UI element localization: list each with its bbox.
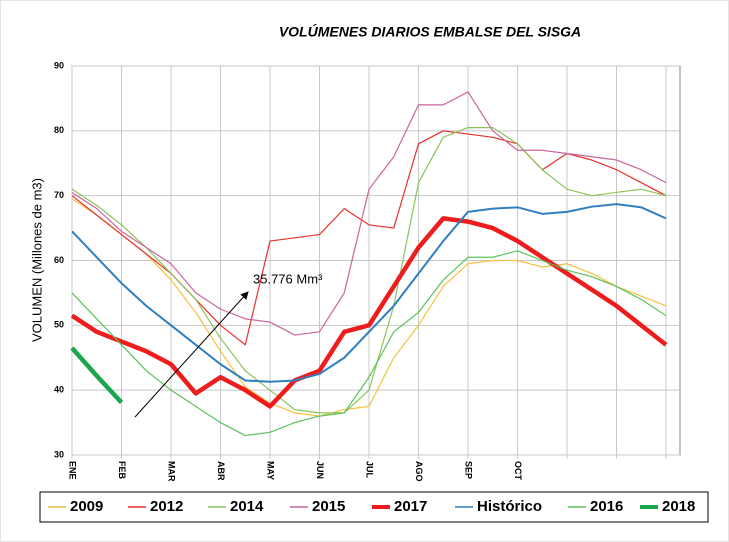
chart-title: VOLÚMENES DIARIOS EMBALSE DEL SISGA bbox=[279, 23, 581, 40]
series-line bbox=[71, 91, 667, 336]
series-line bbox=[71, 250, 667, 437]
y-tick-label: 70 bbox=[54, 190, 64, 200]
y-tick-label: 30 bbox=[54, 449, 64, 459]
legend-label: 2016 bbox=[590, 498, 623, 515]
legend-label: 2018 bbox=[662, 498, 695, 515]
legend-label: 2015 bbox=[312, 498, 345, 515]
y-tick-label: 90 bbox=[54, 60, 64, 70]
x-tick-label: MAR bbox=[167, 461, 177, 482]
series-line bbox=[71, 126, 667, 414]
legend-label: 2012 bbox=[150, 498, 183, 515]
legend-label: 2017 bbox=[394, 498, 427, 515]
x-tick-label: JUN bbox=[315, 461, 325, 479]
x-tick-label: OCT bbox=[513, 461, 523, 481]
y-axis-label: VOLUMEN (Millones de m3) bbox=[29, 178, 44, 342]
x-tick-label: ABR bbox=[216, 461, 226, 481]
series-line bbox=[71, 198, 667, 417]
x-tick-label: MAY bbox=[266, 461, 276, 480]
x-tick-label: SEP bbox=[464, 461, 474, 479]
y-tick-label: 40 bbox=[54, 385, 64, 395]
series-line bbox=[70, 346, 124, 405]
y-tick-label: 50 bbox=[54, 320, 64, 330]
x-tick-label: ENE bbox=[68, 461, 78, 480]
legend-label: Histórico bbox=[477, 498, 542, 515]
legend-label: 2014 bbox=[230, 498, 264, 515]
x-tick-label: FEB bbox=[117, 461, 127, 480]
legend-label: 2009 bbox=[70, 498, 103, 515]
annotation: 35.776 Mm³ bbox=[253, 271, 323, 286]
x-tick-label: AGO bbox=[414, 461, 424, 482]
x-tick-label: JUL bbox=[365, 461, 375, 479]
annotation-arrow bbox=[134, 291, 249, 418]
y-tick-label: 80 bbox=[54, 125, 64, 135]
series-line bbox=[70, 216, 668, 409]
y-tick-label: 60 bbox=[54, 255, 64, 265]
series-line bbox=[71, 203, 667, 383]
